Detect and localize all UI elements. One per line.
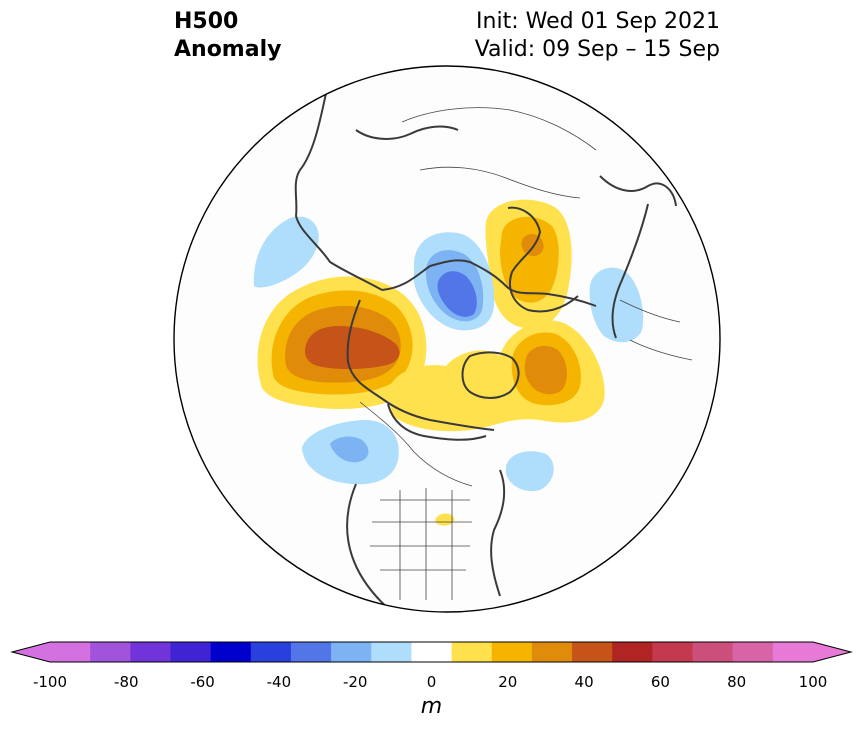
- globe-background: [174, 66, 720, 612]
- colorbar-cell: [772, 642, 814, 662]
- colorbar-over-triangle: [813, 642, 851, 662]
- colorbar-tick-label: -60: [190, 673, 215, 691]
- anomaly-ridge-alaska: [257, 276, 427, 410]
- anomaly-trough-labrador: [506, 451, 554, 492]
- title-field: Anomaly: [174, 37, 282, 62]
- colorbar: [10, 641, 853, 663]
- anomaly-trough-russia: [589, 267, 644, 343]
- colorbar-tick-label: 20: [498, 673, 518, 691]
- coastline-siberia-west: [294, 74, 383, 291]
- coastline-north-atlantic: [611, 203, 649, 339]
- political-borders: [359, 107, 693, 600]
- colorbar-tick-label: 60: [650, 673, 670, 691]
- colorbar-cell: [210, 642, 252, 662]
- anomaly-ridge-greenland: [388, 320, 605, 432]
- coastline-greenland: [461, 351, 520, 399]
- anomaly-trough-okhotsk: [253, 216, 319, 288]
- colorbar-outline: [10, 641, 853, 663]
- colorbar-tick-label: 40: [574, 673, 594, 691]
- colorbar-cell: [652, 642, 694, 662]
- globe-outline: [173, 65, 721, 613]
- coastline-arctic-canada: [387, 403, 487, 441]
- colorbar-cell: [491, 642, 533, 662]
- title-variable: H500: [174, 9, 239, 34]
- colorbar-cell: [411, 642, 453, 662]
- colorbar-tick-label: 80: [727, 673, 747, 691]
- coastline-china: [355, 125, 459, 140]
- coastline-north-america-west: [346, 483, 393, 612]
- colorbar-cell: [331, 642, 372, 662]
- colorbar-cell: [90, 642, 131, 662]
- colorbar-cell: [50, 642, 91, 662]
- colorbar-units: m: [420, 694, 443, 719]
- colorbar-cell: [130, 642, 172, 662]
- coastlines: [294, 74, 677, 612]
- coastline-alaska: [346, 299, 495, 431]
- coastline-north-america-east: [490, 469, 506, 597]
- colorbar-cell: [612, 642, 653, 662]
- colorbar-cells: [50, 642, 814, 662]
- valid-dates: Valid: 09 Sep – 15 Sep: [474, 37, 720, 62]
- border-us-states: [370, 499, 472, 571]
- colorbar-tick-label: -80: [114, 673, 139, 691]
- border-central-asia: [419, 166, 581, 199]
- coastline-eurasia-arctic: [381, 259, 597, 307]
- colorbar-cell: [290, 642, 332, 662]
- border-europe: [619, 299, 693, 361]
- border-russia-south: [401, 107, 597, 151]
- anomaly-trough-pacific: [302, 420, 399, 485]
- colorbar-cell: [451, 642, 493, 662]
- colorbar-tick-label: 100: [798, 673, 828, 691]
- colorbar-tick-label: -100: [32, 673, 68, 691]
- anomaly-ridge-greatlakes: [435, 513, 455, 526]
- border-us-states-meridional: [399, 488, 453, 600]
- colorbar-under-triangle: [12, 642, 50, 662]
- colorbar-cell: [732, 642, 774, 662]
- init-date: Init: Wed 01 Sep 2021: [476, 9, 720, 34]
- coastline-scandinavia: [507, 206, 579, 313]
- colorbar-tick-label: -20: [342, 673, 368, 691]
- colorbar-cell: [250, 642, 292, 662]
- colorbar-cell: [371, 642, 413, 662]
- coastline-europe: [599, 175, 677, 207]
- colorbar-tick-labels: -100 -80 -60 -40 -20 0 20 40 60 80 100: [0, 673, 863, 693]
- colorbar-tick-label: 0: [426, 673, 437, 691]
- colorbar-cell: [572, 642, 613, 662]
- colorbar-cell: [531, 642, 573, 662]
- colorbar-tick-label: -40: [266, 673, 292, 691]
- map-title: H500 Anomaly: [174, 8, 281, 64]
- anomaly-trough-siberia: [414, 232, 495, 331]
- map-dates: Init: Wed 01 Sep 2021 Valid: 09 Sep – 15…: [475, 8, 720, 64]
- colorbar-cell: [692, 642, 734, 662]
- colorbar-cell: [170, 642, 212, 662]
- border-us-canada: [359, 401, 473, 487]
